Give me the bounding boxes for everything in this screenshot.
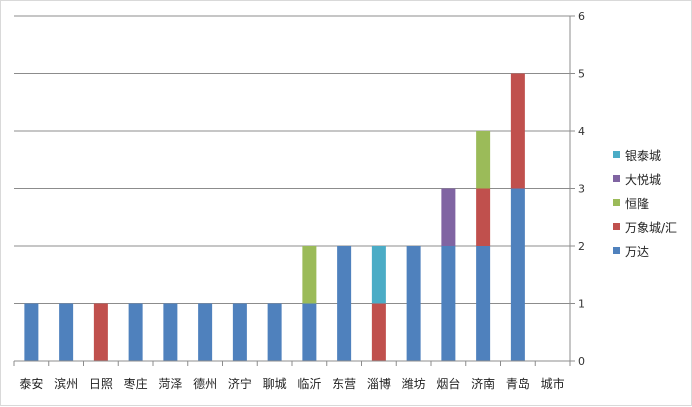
bar-segment bbox=[93, 303, 108, 361]
x-tick-label: 菏泽 bbox=[158, 377, 182, 391]
bar-segment bbox=[302, 246, 317, 304]
bar-segment bbox=[371, 246, 386, 304]
y-tick-label: 3 bbox=[578, 183, 585, 196]
bar-segment bbox=[59, 303, 74, 361]
bar-segment bbox=[476, 246, 491, 361]
y-tick-label: 4 bbox=[578, 125, 585, 138]
y-tick-label: 6 bbox=[578, 10, 585, 23]
y-tick-label: 2 bbox=[578, 240, 585, 253]
x-tick-label: 临沂 bbox=[297, 377, 321, 391]
legend-swatch bbox=[613, 199, 620, 206]
bar-segment bbox=[371, 303, 386, 361]
x-tick-label: 淄博 bbox=[367, 376, 391, 391]
bar-segment bbox=[24, 303, 39, 361]
x-tick-label: 德州 bbox=[193, 376, 217, 391]
x-tick-label: 聊城 bbox=[263, 377, 287, 391]
bar-segment bbox=[337, 246, 352, 361]
legend-swatch bbox=[613, 151, 620, 158]
bar-segment bbox=[476, 131, 491, 189]
axes bbox=[13, 15, 575, 366]
bar-segment bbox=[406, 246, 421, 361]
bar-segment bbox=[128, 303, 143, 361]
bars bbox=[24, 73, 525, 361]
bar-segment bbox=[267, 303, 282, 361]
x-tick-label: 枣庄 bbox=[124, 376, 148, 391]
x-tick-label: 青岛 bbox=[506, 376, 530, 391]
legend-swatch bbox=[613, 247, 620, 254]
x-tick-label: 济宁 bbox=[228, 376, 252, 391]
y-tick-labels: 0 1 2 3 4 5 6 bbox=[578, 10, 585, 368]
x-tick-label: 泰安 bbox=[19, 376, 43, 391]
legend-label: 大悦城 bbox=[625, 173, 661, 187]
x-tick-label: 东营 bbox=[332, 377, 356, 391]
legend-label: 万象城/汇 bbox=[625, 221, 677, 235]
bar-segment bbox=[441, 246, 456, 361]
x-tick-label: 济南 bbox=[471, 376, 495, 391]
bar-segment bbox=[232, 303, 247, 361]
legend-label: 恒隆 bbox=[625, 196, 649, 211]
bar-segment bbox=[476, 188, 491, 246]
legend-swatch bbox=[613, 223, 620, 230]
bar-segment bbox=[441, 188, 456, 246]
bar-segment bbox=[302, 303, 317, 361]
x-tick-label: 日照 bbox=[89, 377, 113, 391]
legend-label: 银泰城 bbox=[625, 149, 661, 163]
y-tick-label: 5 bbox=[578, 68, 585, 81]
x-tick-labels: 泰安 滨州 日照 枣庄 菏泽 德州 济宁 聊城 临沂 东营 淄博 潍坊 烟台 济南 青岛 城市 bbox=[19, 376, 564, 391]
bar-segment bbox=[510, 188, 525, 361]
x-tick-label: 滨州 bbox=[54, 376, 78, 391]
bar-segment bbox=[510, 73, 525, 189]
x-tick-label: 潍坊 bbox=[402, 376, 426, 391]
x-tick-label: 城市 bbox=[541, 376, 565, 391]
x-tick-label: 烟台 bbox=[436, 376, 460, 391]
y-tick-label: 1 bbox=[578, 298, 585, 311]
bar-segment bbox=[198, 303, 213, 361]
legend-label: 万达 bbox=[625, 245, 649, 259]
bar-segment bbox=[163, 303, 178, 361]
legend-swatch bbox=[613, 175, 620, 182]
y-tick-label: 0 bbox=[578, 355, 585, 368]
